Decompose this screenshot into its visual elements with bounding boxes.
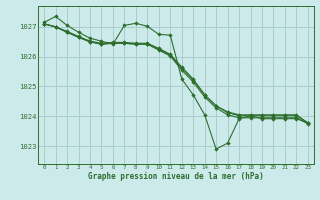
X-axis label: Graphe pression niveau de la mer (hPa): Graphe pression niveau de la mer (hPa) <box>88 172 264 181</box>
